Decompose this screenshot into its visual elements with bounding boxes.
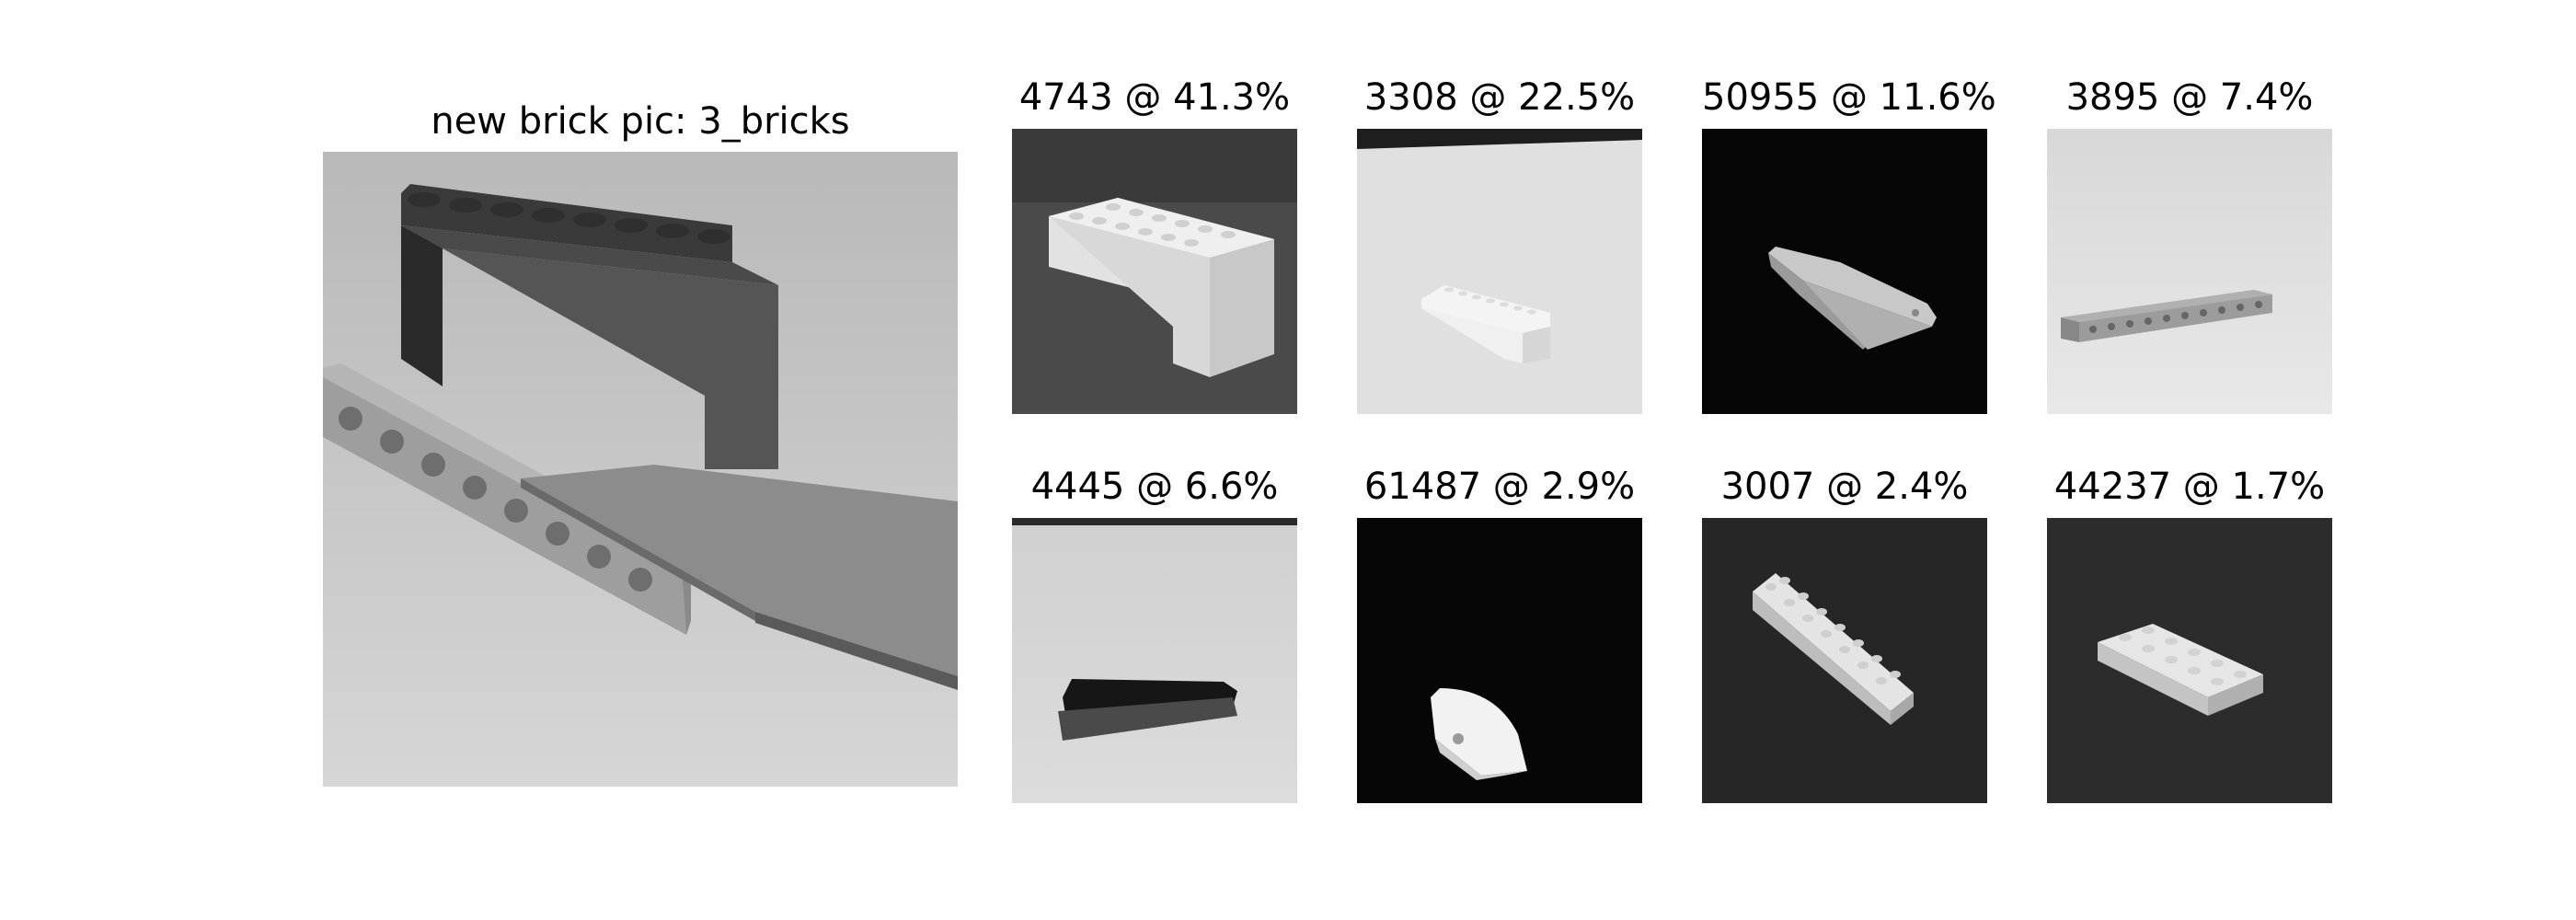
match-3-image (1702, 129, 1987, 414)
match-2-image (1357, 129, 1642, 414)
query-image (323, 152, 958, 787)
match-4-image (2047, 129, 2332, 414)
match-2-title: 3308 @ 22.5% (1363, 76, 1636, 119)
match-6-image (1357, 518, 1642, 803)
match-7-image (1702, 518, 1987, 803)
query-title: new brick pic: 3_bricks (431, 100, 850, 143)
match-5-image (1012, 518, 1297, 803)
match-5-title: 4445 @ 6.6% (1030, 466, 1279, 508)
match-8-title: 44237 @ 1.7% (2053, 466, 2326, 508)
match-4-title: 3895 @ 7.4% (2065, 76, 2314, 119)
match-8-image (2047, 518, 2332, 803)
match-1-title: 4743 @ 41.3% (1018, 76, 1291, 119)
match-1-image (1012, 129, 1297, 414)
match-6-title: 61487 @ 2.9% (1363, 466, 1636, 508)
match-3-title: 50955 @ 11.6% (1702, 76, 1996, 119)
match-7-title: 3007 @ 2.4% (1720, 466, 1969, 508)
